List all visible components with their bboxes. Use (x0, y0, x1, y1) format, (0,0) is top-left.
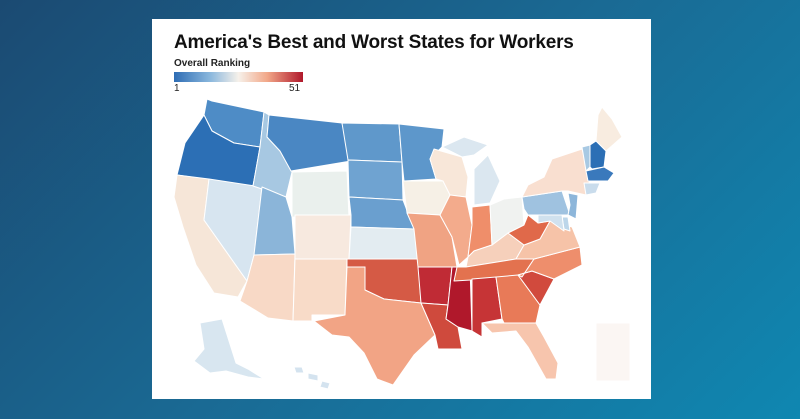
state-AK[interactable] (193, 318, 265, 380)
state-CT[interactable] (583, 182, 601, 196)
state-MI-upper[interactable] (441, 136, 489, 158)
legend-title: Overall Ranking (174, 58, 251, 69)
map-card: America's Best and Worst States for Work… (152, 19, 651, 399)
state-TX[interactable] (313, 266, 436, 386)
state-IL[interactable] (439, 194, 473, 266)
state-NM[interactable] (292, 258, 348, 322)
state-WY[interactable] (291, 170, 350, 219)
state-NY[interactable] (521, 148, 591, 198)
state-UT[interactable] (253, 186, 296, 256)
legend-min-label: 1 (174, 83, 180, 94)
legend-color-scale (174, 72, 303, 82)
us-choropleth-map (173, 98, 631, 390)
state-KS[interactable] (348, 226, 419, 260)
legend-max-label: 51 (289, 83, 301, 94)
state-NJ[interactable] (567, 192, 579, 220)
state-ND[interactable] (341, 122, 403, 163)
state-MI[interactable] (473, 154, 501, 206)
state-FL[interactable] (481, 322, 559, 380)
state-HI[interactable] (293, 366, 331, 390)
map-title: America's Best and Worst States for Work… (174, 32, 574, 53)
state-MD[interactable] (537, 214, 565, 232)
state-AR[interactable] (417, 266, 453, 306)
state-MA[interactable] (585, 166, 615, 182)
state-CO[interactable] (294, 214, 352, 260)
state-NE[interactable] (348, 196, 415, 230)
state-SD[interactable] (347, 159, 404, 201)
state-DC[interactable] (595, 322, 631, 382)
